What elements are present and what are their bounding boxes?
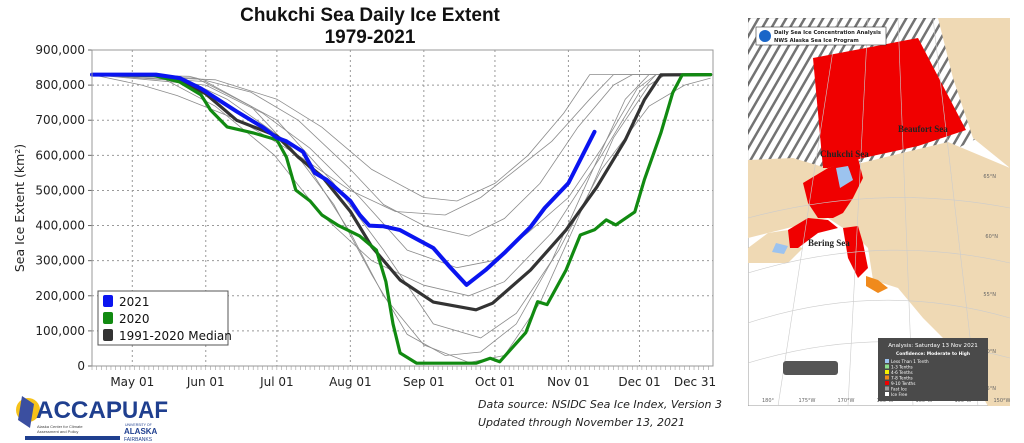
updated-note: Updated through November 13, 2021 [478,416,685,429]
map-legend-label: 4-6 Tenths [891,370,913,375]
series-line-2021 [90,72,597,287]
data-source-note: Data source: NSIDC Sea Ice Index, Versio… [478,398,723,411]
pack-ice-area [813,38,966,168]
other-year-line [91,74,711,269]
map-legend-label: Fast Ice [891,387,907,392]
map-header-line2: NWS Alaska Sea Ice Program [774,38,859,44]
series-line-2020 [90,72,713,365]
longitude-label: 180° [762,398,775,404]
other-year-line [91,74,711,202]
y-tick-label: 200,000 [35,289,85,303]
latitude-label: 65°N [983,174,996,180]
x-tick-label: Dec 31 [674,375,716,389]
map-legend-swatch [885,370,889,374]
y-tick-label: 900,000 [35,43,85,57]
map-header-line1: Daily Sea Ice Concentration Analysis [774,30,881,36]
x-tick-label: Jul 01 [259,375,294,389]
latitude-label: 60°N [985,234,998,240]
x-tick-label: Nov 01 [547,375,590,389]
y-tick-label: 500,000 [35,183,85,197]
legend-label-2021: 2021 [119,295,150,309]
y-tick-label: 300,000 [35,254,85,268]
longitude-label: 170°W [838,398,855,404]
map-legend-label: 7-8 Tenths [891,376,913,381]
y-tick-label: 800,000 [35,78,85,92]
map-legend-swatch [885,392,889,396]
map-legend-swatch [885,381,889,385]
map-legend-swatch [885,364,889,369]
legend-swatch-2020 [103,312,113,324]
confidence-text: Confidence: Moderate to High [896,351,970,357]
svg-text:ALASKA: ALASKA [124,427,158,436]
other-year-line [91,74,711,237]
x-tick-label: Jun 01 [186,375,225,389]
latitude-labels: 65°N 60°N 55°N 50°N 45°N [983,174,998,392]
x-tick-label: Sep 01 [403,375,445,389]
latitude-label: 50°N [983,349,996,355]
label-bering-sea: Bering Sea [808,238,850,248]
legend-label-2020: 2020 [119,312,150,326]
other-year-line [91,74,711,216]
x-tick-label: May 01 [110,375,154,389]
longitude-label: 150°W [994,398,1011,404]
map-legend-label: Less Than 1 Tenth [891,359,929,364]
legend: 2021 2020 1991-2020 Median [97,290,232,346]
svg-text:Assessment and Policy: Assessment and Policy [37,429,78,434]
other-year-line [91,74,711,297]
chart-subtitle: 1979-2021 [325,27,416,48]
other-year-line [91,74,711,356]
land-canada-islands [938,18,1010,168]
highlight-series [90,72,713,365]
x-ticks: May 01 Jun 01 Jul 01 Aug 01 Sep 01 Oct 01 Nov … [91,366,716,389]
latitude-label: 45°N [983,386,996,392]
svg-text:FAIRBANKS: FAIRBANKS [124,437,153,443]
series-line-1991-2020-median [90,72,713,312]
svg-text:ACCAP: ACCAP [36,397,122,424]
legend-swatch-2021 [103,295,113,307]
map-legend-label: 1-3 Tenths [891,365,913,370]
map-legend-swatch [885,386,889,391]
svg-text:UAF: UAF [122,397,168,424]
partial-ice-area [866,276,888,293]
x-tick-label: Dec 01 [618,375,660,389]
legend-label-median: 1991-2020 Median [119,329,232,343]
map-legend-label: 9-10 Tenths [891,381,915,386]
map-legend: Analysis: Saturday 13 Nov 2021 Confidenc… [878,338,988,401]
label-chukchi-sea: Chukchi Sea [820,149,869,159]
plot-frame [91,49,714,367]
y-tick-label: 0 [77,359,85,373]
analysis-title: Analysis: Saturday 13 Nov 2021 [888,343,978,349]
y-axis-label: Sea Ice Extent (km²) [12,144,27,272]
scale-bar [783,361,838,375]
y-tick-label: 100,000 [35,324,85,338]
longitude-label: 175°W [799,398,816,404]
noaa-logo [759,30,771,42]
chart-title: Chukchi Sea Daily Ice Extent [240,5,500,26]
x-tick-label: Aug 01 [329,375,372,389]
other-years-lines [91,74,711,363]
y-tick-label: 600,000 [35,148,85,162]
ice-extent-chart: Chukchi Sea Daily Ice Extent 1979-2021 S… [12,5,716,443]
x-tick-label: Oct 01 [475,375,515,389]
map-legend-label: Ice Free [891,392,908,397]
svg-text:Alaska Center for Climate: Alaska Center for Climate [37,424,83,429]
svg-text:UNIVERSITY OF: UNIVERSITY OF [125,423,152,427]
y-tick-label: 400,000 [35,219,85,233]
other-year-line [91,74,711,339]
sea-ice-concentration-map: Daily Sea Ice Concentration Analysis NWS… [748,18,1010,406]
map-legend-swatch [885,359,889,363]
accap-uaf-logo: ACCAP Alaska Center for Climate Assessme… [16,396,168,443]
map-legend-swatch [885,375,889,380]
y-ticks: 0 100,000 200,000 300,000 400,000 500,000 600,… [35,43,92,373]
legend-swatch-median [103,329,113,341]
y-tick-label: 700,000 [35,113,85,127]
grid [92,50,713,366]
label-beaufort-sea: Beaufort Sea [898,124,948,134]
latitude-label: 55°N [983,292,996,298]
